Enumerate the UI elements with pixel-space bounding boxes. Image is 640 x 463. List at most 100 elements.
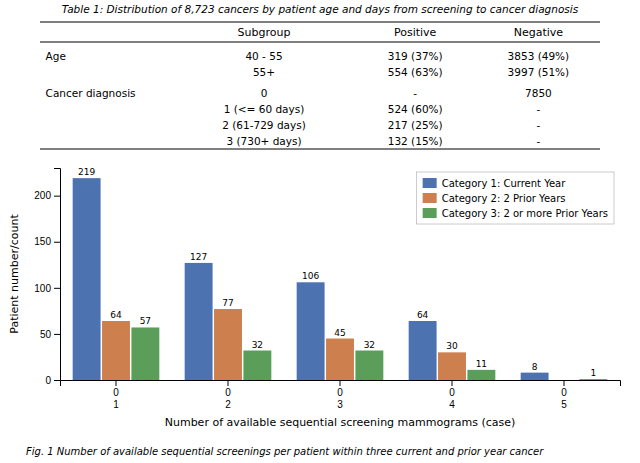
y-tick-label: 100 xyxy=(34,283,51,294)
data-label: 219 xyxy=(78,167,95,177)
table-cell: 55+ xyxy=(253,66,275,78)
x-tick-mark xyxy=(452,380,453,386)
table-cell: 40 - 55 xyxy=(245,50,282,62)
table-cell: 1 (<= 60 days) xyxy=(224,103,305,115)
x-tick-mark xyxy=(116,380,117,386)
legend: Category 1: Current Year Category 2: 2 Pr… xyxy=(417,172,614,224)
table-cell: - xyxy=(413,87,417,99)
x-tick: 04 xyxy=(449,380,455,410)
legend-label: Category 3: 2 or more Prior Years xyxy=(442,208,608,219)
bar xyxy=(355,351,383,380)
data-label: 1 xyxy=(591,368,597,378)
x-tick-label-line: 0 xyxy=(561,387,567,398)
x-tick: 01 xyxy=(113,380,119,410)
legend-label: Category 1: Current Year xyxy=(442,178,567,189)
table-rule xyxy=(40,22,600,23)
table-cell: Cancer diagnosis xyxy=(46,87,136,99)
data-label: 8 xyxy=(532,362,538,372)
x-axis-title: Number of available sequential screening… xyxy=(165,416,516,429)
table: Table 1: Distribution of 8,723 cancers b… xyxy=(40,3,600,149)
data-label: 57 xyxy=(140,316,151,326)
x-tick-label-line: 3 xyxy=(337,399,343,410)
table-cell: 132 (15%) xyxy=(388,135,443,147)
table-header: Positive xyxy=(394,26,437,39)
bar xyxy=(579,379,607,380)
y-tick-label: 50 xyxy=(40,329,52,340)
x-tick-label: 05 xyxy=(561,387,567,410)
y-axis-title: Patient number/count xyxy=(8,214,21,334)
table-cell: Age xyxy=(46,50,66,62)
data-label: 45 xyxy=(334,328,345,338)
x-tick-label-line: 4 xyxy=(449,399,455,410)
x-tick-label: 02 xyxy=(225,387,231,410)
table-rule xyxy=(40,149,600,150)
bar xyxy=(467,370,495,380)
bar-series xyxy=(131,327,607,380)
table-rule xyxy=(40,42,600,43)
y-tick: 150 xyxy=(34,236,60,247)
y-axis: 0 50 100 150 200 xyxy=(34,169,60,386)
table-cell: 554 (63%) xyxy=(388,66,443,78)
x-tick: 03 xyxy=(337,380,343,410)
x-tick-mark xyxy=(564,380,565,386)
table-cell: 319 (37%) xyxy=(388,50,443,62)
bar xyxy=(214,309,242,380)
table-cell: 2 (61-729 days) xyxy=(222,119,306,131)
y-tick-label: 150 xyxy=(34,236,51,247)
x-tick: 05 xyxy=(561,380,567,410)
x-axis-line xyxy=(61,381,621,387)
table-header: Negative xyxy=(514,26,564,39)
bar-chart: 0501001502000102030405Number of availabl… xyxy=(8,167,621,429)
x-tick: 02 xyxy=(225,380,231,410)
bar xyxy=(243,351,271,380)
x-tick-mark xyxy=(228,380,229,386)
x-tick-label: 03 xyxy=(337,387,343,410)
table-cell: 217 (25%) xyxy=(388,119,443,131)
y-tick: 0 xyxy=(45,375,60,386)
x-tick-label: 04 xyxy=(449,387,455,410)
bar xyxy=(438,352,466,380)
x-tick-label-line: 5 xyxy=(561,399,567,410)
bar xyxy=(521,373,549,380)
legend-item: Category 2: 2 Prior Years xyxy=(423,193,566,204)
table-header: Subgroup xyxy=(238,26,291,39)
y-tick-mark xyxy=(54,196,60,197)
table-cell: - xyxy=(537,103,541,115)
bar xyxy=(73,178,101,380)
table-cell: 3853 (49%) xyxy=(508,50,570,62)
y-tick: 200 xyxy=(34,190,60,201)
data-label: 30 xyxy=(446,341,458,351)
y-tick-mark xyxy=(54,288,60,289)
bar xyxy=(550,380,578,381)
data-label: 106 xyxy=(302,271,319,281)
x-tick-label-line: 2 xyxy=(225,399,231,410)
y-axis-line xyxy=(54,169,61,381)
data-label: 32 xyxy=(252,340,263,350)
y-tick-label: 200 xyxy=(34,190,51,201)
bar xyxy=(297,282,325,380)
table-cell: 0 xyxy=(261,87,268,99)
data-label: 127 xyxy=(190,252,207,262)
figure: Table 1: Distribution of 8,723 cancers b… xyxy=(0,0,640,463)
x-axis: 0102030405 xyxy=(61,380,621,410)
legend-label: Category 2: 2 Prior Years xyxy=(442,193,566,204)
table-cell: 7850 xyxy=(525,87,552,99)
legend-item: Category 3: 2 or more Prior Years xyxy=(423,208,608,219)
table-cell: 3 (730+ days) xyxy=(226,135,301,147)
data-label: 11 xyxy=(476,359,487,369)
bar xyxy=(131,327,159,380)
bar xyxy=(185,263,213,380)
bar-series xyxy=(102,309,466,380)
y-tick-mark xyxy=(54,242,60,243)
legend-swatch xyxy=(423,178,437,188)
data-labels: 21912710664864774530573232111 xyxy=(78,167,596,378)
x-tick-label-line: 0 xyxy=(337,387,343,398)
legend-swatch xyxy=(423,208,437,218)
bars xyxy=(73,178,608,380)
table-cell: 3997 (51%) xyxy=(508,66,570,78)
x-tick-label-line: 0 xyxy=(225,387,231,398)
legend-swatch xyxy=(423,193,437,203)
legend-frame xyxy=(417,172,614,224)
table-title: Table 1: Distribution of 8,723 cancers b… xyxy=(62,3,579,15)
data-label: 77 xyxy=(222,298,233,308)
